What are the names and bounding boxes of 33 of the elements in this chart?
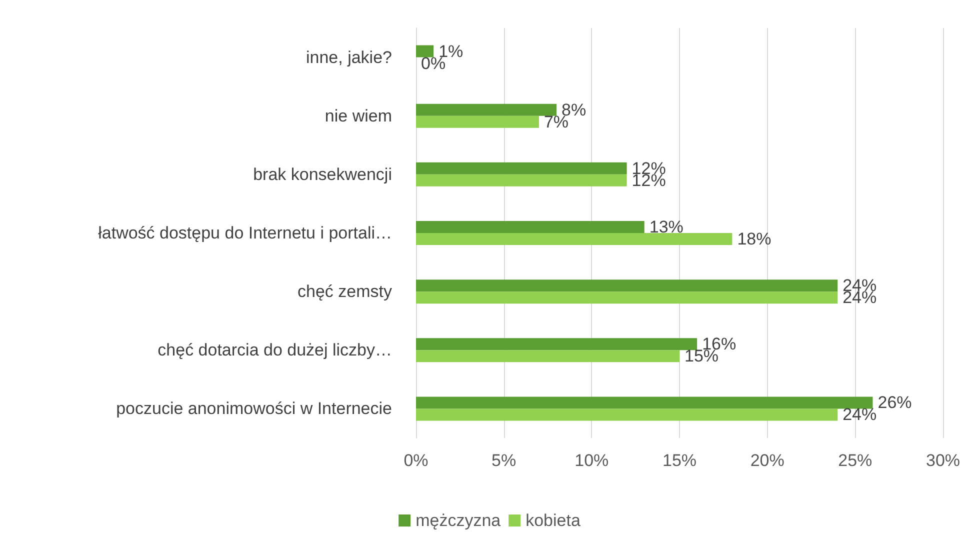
- bar: [416, 174, 627, 186]
- bar: [416, 116, 539, 128]
- x-tick-label: 15%: [662, 451, 697, 470]
- y-tick-label: łatwość dostępu do Internetu i portali…: [98, 224, 392, 242]
- data-label: 26%: [878, 393, 912, 412]
- y-tick-label: nie wiem: [324, 106, 392, 126]
- x-tick-label: 20%: [750, 451, 784, 470]
- x-tick-label: 0%: [404, 451, 428, 470]
- y-tick-label: inne, jakie?: [306, 48, 392, 67]
- y-tick-label: brak konsekwencji: [253, 164, 392, 184]
- data-label: 18%: [737, 230, 772, 248]
- legend-label: mężczyzna: [416, 511, 502, 530]
- data-label: 13%: [649, 218, 684, 236]
- bar: [416, 396, 873, 409]
- bar: [416, 233, 732, 245]
- bar: [416, 45, 434, 58]
- data-label: 24%: [842, 405, 877, 424]
- bar: [416, 350, 680, 362]
- bar: [416, 408, 838, 421]
- bar: [416, 338, 698, 350]
- y-tick-label: poczucie anonimowości w Internecie: [116, 399, 392, 418]
- x-tick-label: 10%: [574, 451, 609, 470]
- x-tick-label: 30%: [926, 451, 960, 470]
- bar: [416, 280, 838, 292]
- bar: [416, 221, 644, 233]
- bar: [416, 162, 627, 174]
- y-tick-label: chęć zemsty: [298, 282, 392, 302]
- y-tick-label: chęć dotarcia do dużej liczby…: [158, 340, 392, 360]
- bar: [416, 104, 557, 116]
- bar: [416, 292, 838, 304]
- legend-label: kobieta: [526, 511, 581, 530]
- x-tick-label: 5%: [492, 451, 516, 470]
- x-tick-label: 25%: [838, 451, 872, 470]
